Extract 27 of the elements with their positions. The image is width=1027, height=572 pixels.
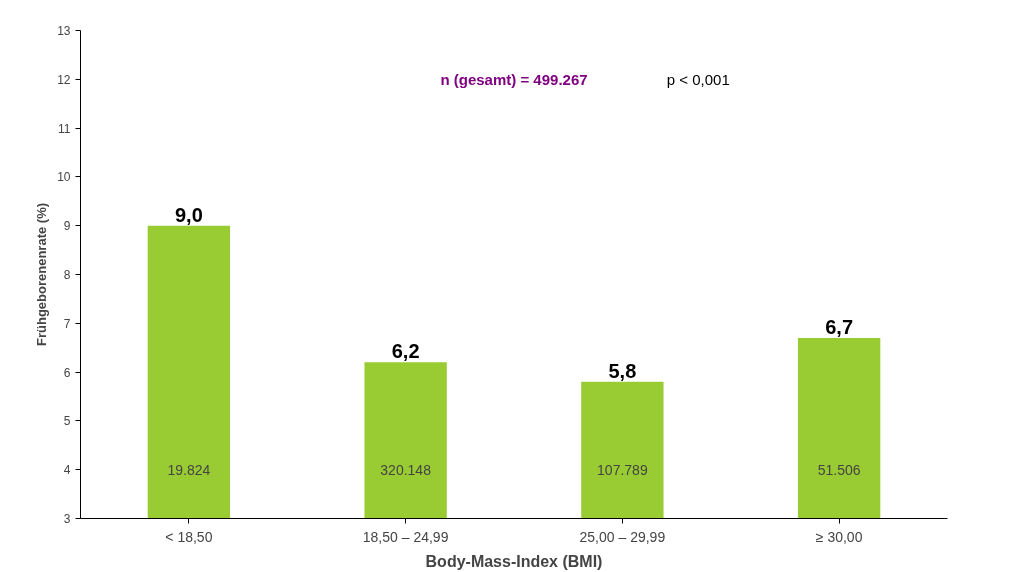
y-tick-label: 10 (57, 170, 71, 185)
annotation: p < 0,001 (666, 70, 730, 88)
annotation: 19.824 (167, 461, 211, 478)
y-tick-label: 13 (57, 24, 71, 38)
x-tick-label: ≥ 30,00 (815, 528, 863, 545)
y-tick-label: 6 (63, 365, 71, 380)
y-tick-label: 7 (63, 316, 71, 331)
y-tick-label: 12 (57, 72, 71, 87)
annotation: 51.506 (817, 461, 861, 478)
x-tick-label: < 18,50 (165, 528, 213, 545)
y-tick-label: 8 (63, 268, 71, 282)
y-tick-label: 5 (63, 414, 71, 429)
data-label: 9,0 (174, 203, 203, 226)
x-tick-label: 18,50 – 24,99 (362, 528, 449, 545)
y-tick-label: 4 (63, 463, 71, 478)
annotation: 320.148 (380, 461, 432, 478)
y-tick-label: 9 (63, 219, 71, 234)
annotation: n (gesamt) = 499.267 (440, 70, 588, 88)
data-label: 6,2 (391, 340, 420, 363)
x-tick-label: 25,00 – 29,99 (579, 528, 666, 545)
data-label: 6,7 (825, 315, 854, 338)
y-tick-label: 11 (58, 121, 71, 136)
y-axis-title: Frühgeborenenrate (%) (34, 202, 50, 347)
annotation: 107.789 (597, 461, 648, 478)
y-tick-label: 3 (63, 512, 71, 526)
data-label: 5,8 (608, 359, 637, 382)
x-axis-title: Body-Mass-Index (BMI) (425, 552, 603, 570)
